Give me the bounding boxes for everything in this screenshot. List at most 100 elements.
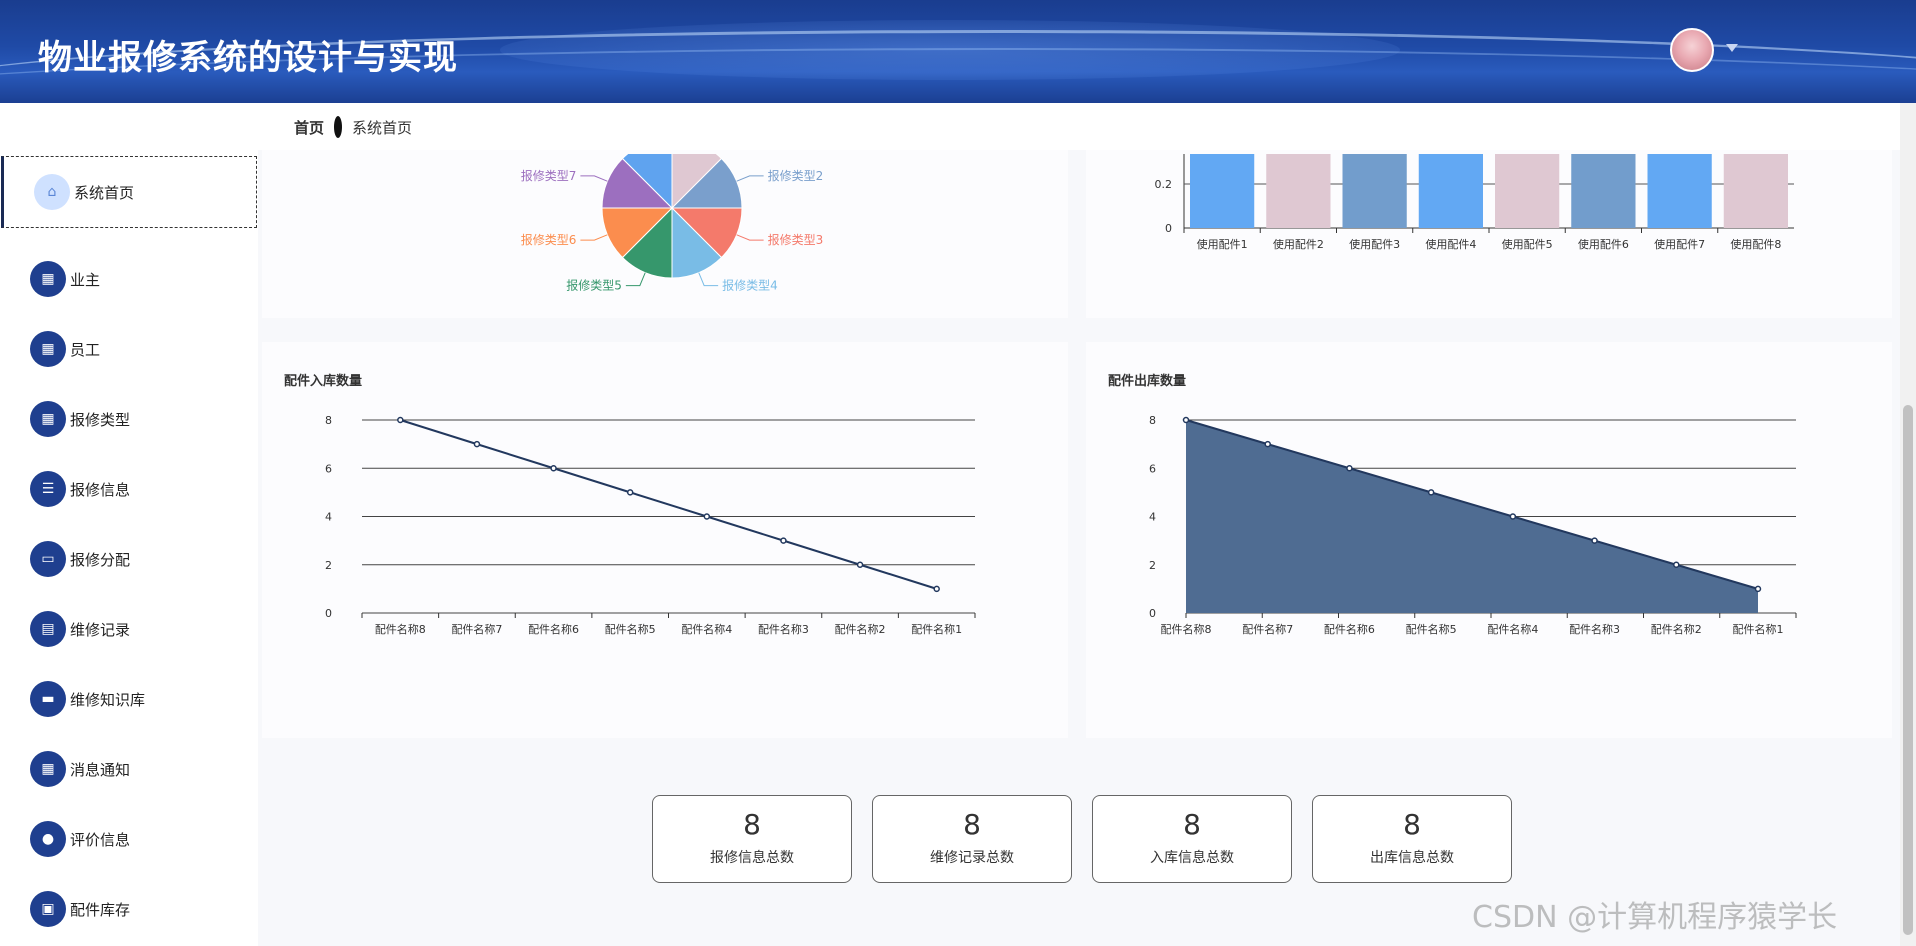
bar bbox=[1418, 154, 1483, 228]
line-chart: 0 2 4 6 8 配件名称8 配件名称7 配件名称6 配件名称5 配件名称4 配件名称3 配件名称2… bbox=[325, 414, 976, 636]
stat-label: 入库信息总数 bbox=[1150, 850, 1234, 866]
y-tick-label: 8 bbox=[1149, 414, 1156, 427]
x-tick-label: 配件名称1 bbox=[1733, 622, 1784, 636]
bar bbox=[1647, 154, 1712, 228]
sidebar-item-label: 评价信息 bbox=[70, 830, 131, 849]
x-tick-label: 配件名称1 bbox=[911, 622, 962, 636]
sidebar-item-label: 维修知识库 bbox=[70, 690, 146, 709]
chevron-down-icon[interactable] bbox=[1726, 44, 1738, 52]
sidebar-item-home[interactable]: ⌂ 系统首页 bbox=[1, 156, 257, 228]
pie-label-line bbox=[580, 234, 608, 241]
header-wave-secondary bbox=[0, 48, 1916, 103]
x-tick-label: 配件名称2 bbox=[1651, 622, 1702, 636]
stat-label: 维修记录总数 bbox=[930, 850, 1014, 866]
sidebar-item-review[interactable]: ● 评价信息 bbox=[0, 804, 258, 874]
bar-x-tick-label: 使用配件6 bbox=[1578, 238, 1629, 251]
pie-label-line bbox=[736, 175, 764, 182]
bar bbox=[1266, 154, 1331, 228]
bar-chart-card: 0 0.2 使用配件1 使用配件2 使用配件3 使用配件4 使用配件5 使用配件6 使用配件7 使… bbox=[1086, 150, 1892, 318]
x-tick-label: 配件名称4 bbox=[681, 622, 732, 636]
x-tick-label: 配件名称8 bbox=[1161, 622, 1212, 636]
data-point bbox=[856, 561, 864, 568]
x-tick-label: 配件名称8 bbox=[375, 622, 426, 636]
stat-card-stock-in: 8 入库信息总数 bbox=[1092, 795, 1292, 883]
bar bbox=[1190, 154, 1255, 228]
bar-x-tick-label: 使用配件7 bbox=[1654, 238, 1705, 251]
x-tick-label: 配件名称3 bbox=[1569, 622, 1620, 636]
x-tick-label: 配件名称4 bbox=[1487, 622, 1538, 636]
area-chart-card: 配件出库数量 0 2 4 6 8 配件名称8 配件名称7 配件名称6 配件名称5 配件名称4 配件名… bbox=[1086, 342, 1892, 738]
bar-x-tick-label: 使用配件3 bbox=[1349, 238, 1400, 251]
main-content: 报修类型2 报修类型3 报修类型4 报修类型5 报修类型6 报修类型7 0 0.2 使用配件1… bbox=[258, 150, 1900, 946]
y-tick-label: 0 bbox=[1149, 607, 1156, 620]
stat-value: 8 bbox=[743, 808, 761, 841]
bar-x-tick-label: 使用配件8 bbox=[1730, 238, 1781, 251]
sidebar-item-label: 员工 bbox=[70, 340, 101, 359]
area-fill bbox=[1186, 420, 1758, 613]
sidebar-item-owner[interactable]: ▦ 业主 bbox=[0, 244, 258, 314]
data-point bbox=[626, 489, 634, 496]
series-line bbox=[1185, 419, 1759, 590]
stat-label: 报修信息总数 bbox=[710, 850, 794, 866]
pie-chart-card: 报修类型2 报修类型3 报修类型4 报修类型5 报修类型6 报修类型7 bbox=[262, 150, 1068, 318]
pie-label: 报修类型2 bbox=[768, 168, 824, 183]
sidebar-item-parts-stock[interactable]: ▣ 配件库存 bbox=[0, 874, 258, 944]
data-point bbox=[1182, 416, 1190, 424]
user-avatar[interactable] bbox=[1670, 28, 1714, 72]
pie-label-line bbox=[736, 234, 764, 241]
y-tick-label: 4 bbox=[325, 511, 332, 524]
y-tick-label: 8 bbox=[325, 414, 332, 427]
sidebar: ⌂ 系统首页 ▦ 业主 ▦ 员工 ▦ 报修类型 ☰ 报修信息 ▭ 报修分配 ▤ … bbox=[0, 103, 258, 946]
pie-label: 报修类型3 bbox=[768, 232, 824, 247]
data-point bbox=[1591, 537, 1598, 544]
app-title: 物业报修系统的设计与实现 bbox=[38, 38, 458, 78]
x-tick-label: 配件名称6 bbox=[528, 622, 579, 636]
x-tick-label: 配件名称5 bbox=[1406, 622, 1457, 636]
pie-label: 报修类型4 bbox=[722, 278, 778, 293]
breadcrumb: 首页 系统首页 bbox=[294, 116, 412, 138]
sidebar-item-knowledge[interactable]: ▬ 维修知识库 bbox=[0, 664, 258, 734]
bar bbox=[1571, 154, 1636, 228]
bar-y-tick-label: 0 bbox=[1165, 222, 1172, 235]
sidebar-item-label: 消息通知 bbox=[70, 760, 131, 779]
sidebar-item-repair-assign[interactable]: ▭ 报修分配 bbox=[0, 524, 258, 594]
breadcrumb-current: 系统首页 bbox=[352, 118, 413, 137]
sidebar-item-repair-info[interactable]: ☰ 报修信息 bbox=[0, 454, 258, 524]
wallet-icon: ▣ bbox=[30, 891, 66, 927]
sidebar-item-label: 业主 bbox=[70, 270, 101, 289]
breadcrumb-home[interactable]: 首页 bbox=[294, 118, 325, 137]
y-tick-label: 6 bbox=[1149, 462, 1156, 475]
y-tick-label: 2 bbox=[325, 559, 332, 572]
breadcrumb-separator bbox=[334, 116, 343, 138]
sidebar-item-repair-type[interactable]: ▦ 报修类型 bbox=[0, 384, 258, 454]
x-tick-label: 配件名称7 bbox=[451, 622, 502, 636]
pie-slices bbox=[601, 154, 743, 279]
sidebar-item-staff[interactable]: ▦ 员工 bbox=[0, 314, 258, 384]
line-chart-title: 配件入库数量 bbox=[284, 374, 363, 389]
data-point bbox=[1346, 465, 1353, 472]
sidebar-item-repair-record[interactable]: ▤ 维修记录 bbox=[0, 594, 258, 664]
bar-chart: 0 0.2 使用配件1 使用配件2 使用配件3 使用配件4 使用配件5 使用配件6 使用配件7 使… bbox=[1155, 154, 1794, 251]
grid-icon: ▦ bbox=[30, 331, 66, 367]
data-point bbox=[703, 513, 711, 520]
page-scrollbar[interactable] bbox=[1900, 103, 1916, 946]
x-tick-label: 配件名称6 bbox=[1324, 622, 1375, 636]
grid-icon: ▦ bbox=[30, 751, 66, 787]
header-wave bbox=[0, 30, 1916, 103]
stat-value: 8 bbox=[1183, 808, 1201, 841]
bar-x-tick-label: 使用配件2 bbox=[1273, 238, 1324, 251]
data-point bbox=[780, 537, 787, 544]
sidebar-item-notice[interactable]: ▦ 消息通知 bbox=[0, 734, 258, 804]
bar bbox=[1495, 154, 1560, 228]
data-point bbox=[1754, 585, 1762, 593]
data-point bbox=[473, 440, 481, 448]
grid-icon: ▦ bbox=[30, 401, 66, 437]
bar bbox=[1342, 154, 1407, 228]
sidebar-item-label: 配件库存 bbox=[70, 900, 131, 919]
x-tick-label: 配件名称3 bbox=[758, 622, 809, 636]
sidebar-item-label: 报修类型 bbox=[70, 410, 131, 429]
scrollbar-thumb[interactable] bbox=[1903, 405, 1913, 935]
pie-label: 报修类型7 bbox=[521, 168, 577, 183]
bulb-icon: ● bbox=[30, 821, 66, 857]
data-point bbox=[1673, 561, 1680, 568]
